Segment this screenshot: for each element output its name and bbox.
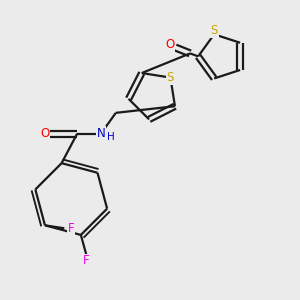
Text: S: S [167,71,174,84]
Text: S: S [211,24,218,37]
Text: O: O [40,127,50,140]
Text: O: O [165,38,175,51]
Text: H: H [107,132,115,142]
Text: N: N [97,127,105,140]
Text: F: F [68,222,74,235]
Text: F: F [83,254,89,267]
